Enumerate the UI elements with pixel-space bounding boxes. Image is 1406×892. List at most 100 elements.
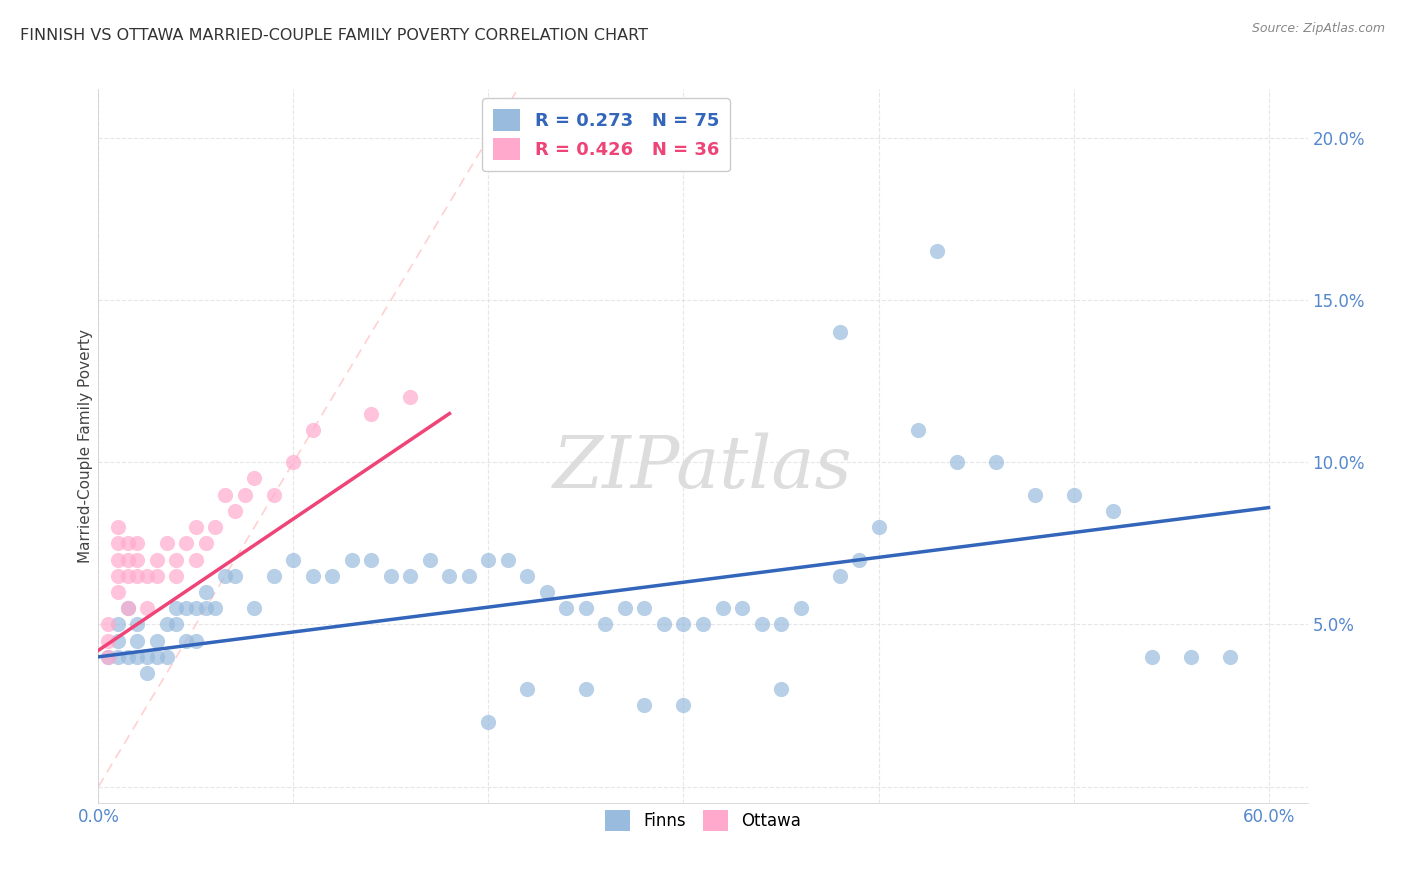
Point — [458, 568, 481, 582]
Point — [184, 552, 207, 566]
Point — [672, 617, 695, 632]
Point — [156, 649, 179, 664]
Point — [127, 536, 149, 550]
Point — [1101, 504, 1123, 518]
Point — [127, 617, 149, 632]
Point — [1024, 488, 1046, 502]
Point — [117, 601, 139, 615]
Point — [769, 617, 792, 632]
Point — [380, 568, 402, 582]
Point — [516, 682, 538, 697]
Point — [165, 601, 187, 615]
Point — [107, 536, 129, 550]
Point — [214, 568, 236, 582]
Point — [536, 585, 558, 599]
Point — [302, 423, 325, 437]
Point — [360, 552, 382, 566]
Point — [174, 536, 197, 550]
Point — [127, 633, 149, 648]
Point — [136, 649, 159, 664]
Point — [184, 520, 207, 534]
Point — [731, 601, 754, 615]
Point — [117, 649, 139, 664]
Point — [136, 568, 159, 582]
Point — [214, 488, 236, 502]
Text: FINNISH VS OTTAWA MARRIED-COUPLE FAMILY POVERTY CORRELATION CHART: FINNISH VS OTTAWA MARRIED-COUPLE FAMILY … — [20, 28, 648, 43]
Y-axis label: Married-Couple Family Poverty: Married-Couple Family Poverty — [77, 329, 93, 563]
Point — [156, 617, 179, 632]
Point — [692, 617, 714, 632]
Point — [165, 617, 187, 632]
Point — [136, 666, 159, 681]
Point — [194, 585, 217, 599]
Point — [97, 633, 120, 648]
Point — [477, 714, 499, 729]
Legend: Finns, Ottawa: Finns, Ottawa — [599, 804, 807, 838]
Point — [107, 617, 129, 632]
Text: Source: ZipAtlas.com: Source: ZipAtlas.com — [1251, 22, 1385, 36]
Point — [165, 568, 187, 582]
Point — [302, 568, 325, 582]
Point — [243, 601, 266, 615]
Point — [224, 568, 246, 582]
Point — [97, 649, 120, 664]
Point — [1180, 649, 1202, 664]
Point — [107, 649, 129, 664]
Text: ZIPatlas: ZIPatlas — [553, 432, 853, 503]
Point — [321, 568, 343, 582]
Point — [224, 504, 246, 518]
Point — [828, 568, 851, 582]
Point — [117, 601, 139, 615]
Point — [233, 488, 256, 502]
Point — [127, 649, 149, 664]
Point — [107, 585, 129, 599]
Point — [769, 682, 792, 697]
Point — [204, 601, 226, 615]
Point — [283, 455, 305, 469]
Point — [868, 520, 890, 534]
Point — [496, 552, 519, 566]
Point — [107, 568, 129, 582]
Point — [633, 601, 655, 615]
Point — [127, 552, 149, 566]
Point — [711, 601, 734, 615]
Point — [439, 568, 461, 582]
Point — [97, 649, 120, 664]
Point — [360, 407, 382, 421]
Point — [672, 698, 695, 713]
Point — [575, 682, 598, 697]
Point — [1219, 649, 1241, 664]
Point — [204, 520, 226, 534]
Point — [117, 552, 139, 566]
Point — [146, 633, 169, 648]
Point — [117, 568, 139, 582]
Point — [419, 552, 441, 566]
Point — [146, 552, 169, 566]
Point — [828, 326, 851, 340]
Point — [340, 552, 363, 566]
Point — [555, 601, 578, 615]
Point — [283, 552, 305, 566]
Point — [194, 601, 217, 615]
Point — [117, 536, 139, 550]
Point — [174, 601, 197, 615]
Point — [107, 552, 129, 566]
Point — [184, 601, 207, 615]
Point — [174, 633, 197, 648]
Point — [194, 536, 217, 550]
Point — [263, 488, 285, 502]
Point — [146, 568, 169, 582]
Point — [399, 568, 422, 582]
Point — [614, 601, 637, 615]
Point — [477, 552, 499, 566]
Point — [165, 552, 187, 566]
Point — [516, 568, 538, 582]
Point — [107, 520, 129, 534]
Point — [595, 617, 617, 632]
Point — [243, 471, 266, 485]
Point — [156, 536, 179, 550]
Point — [751, 617, 773, 632]
Point — [984, 455, 1007, 469]
Point — [184, 633, 207, 648]
Point — [925, 244, 948, 259]
